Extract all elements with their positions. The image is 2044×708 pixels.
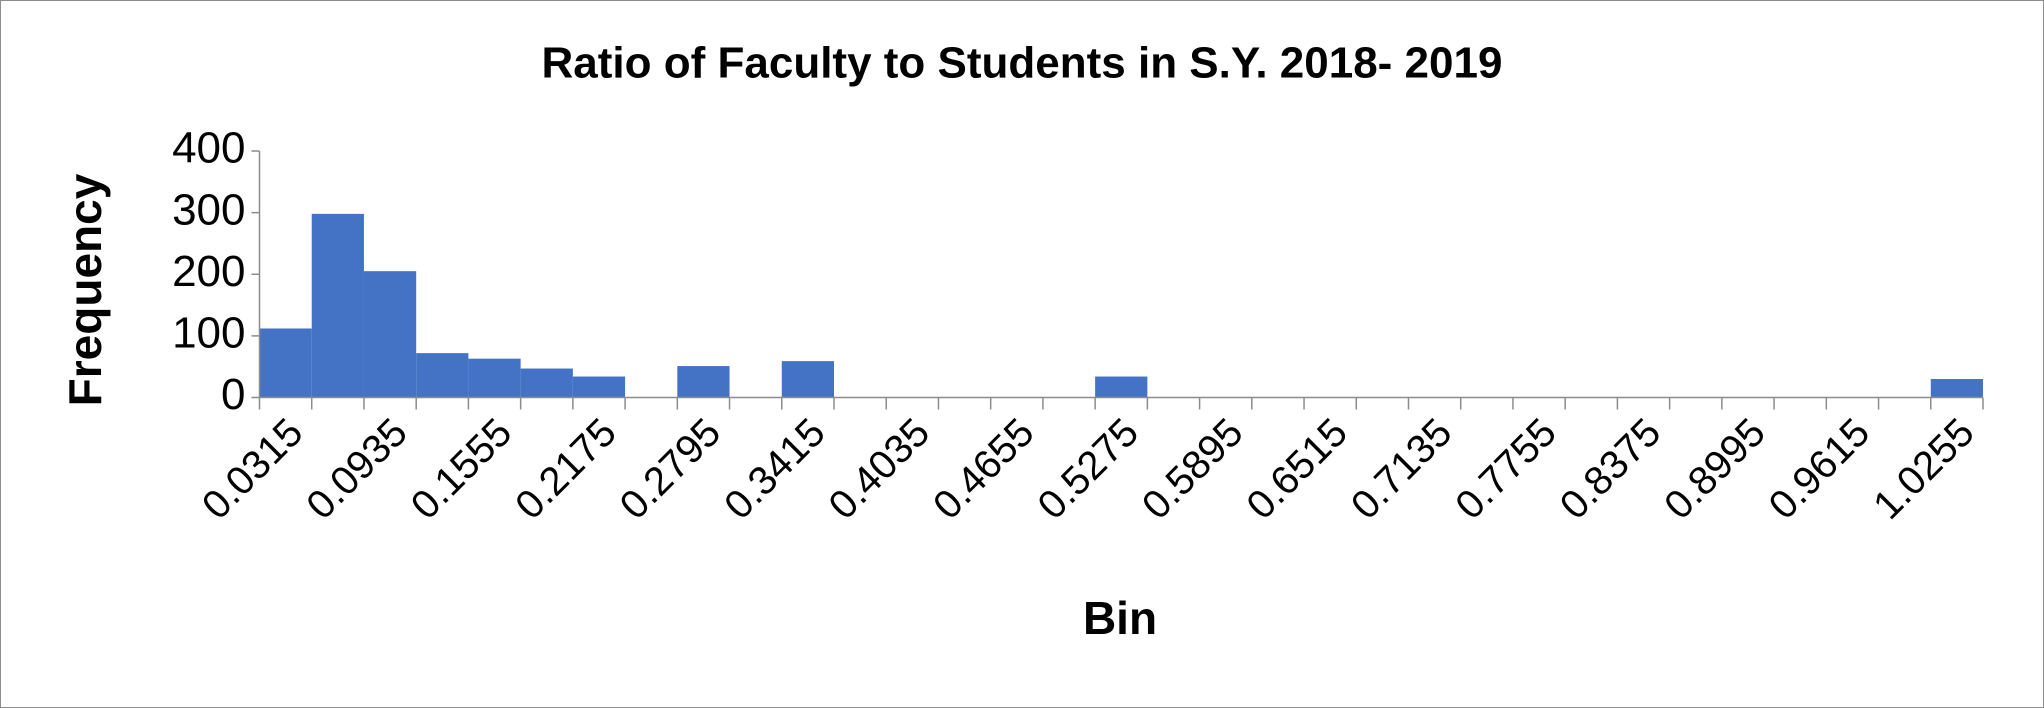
bar (520, 368, 573, 398)
bar (1095, 376, 1148, 398)
y-tick-label: 0 (221, 370, 245, 419)
bar (259, 328, 312, 398)
bar (363, 271, 417, 398)
bar (677, 366, 730, 398)
bar (572, 376, 626, 398)
bar (468, 358, 521, 398)
y-axis-title: Frequency (59, 173, 111, 406)
y-tick-label: 100 (172, 309, 245, 358)
bar (416, 353, 469, 398)
bar (781, 361, 834, 398)
chart-title: Ratio of Faculty to Students in S.Y. 201… (542, 39, 1503, 88)
y-tick-label: 200 (172, 247, 245, 296)
y-tick-label: 400 (172, 124, 245, 173)
y-tick-label: 300 (172, 185, 245, 234)
bar (311, 213, 364, 398)
bar (1930, 379, 1983, 398)
x-axis-title: Bin (1083, 592, 1157, 644)
